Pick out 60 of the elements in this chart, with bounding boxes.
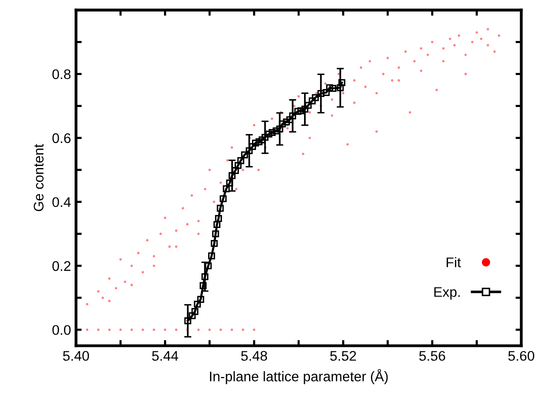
point bbox=[268, 129, 276, 136]
point bbox=[326, 84, 334, 92]
point bbox=[308, 97, 316, 104]
point bbox=[204, 262, 212, 270]
point bbox=[213, 221, 220, 228]
point bbox=[276, 126, 284, 132]
y-tick-label: 0.2 bbox=[52, 261, 70, 271]
y-axis-title: Ge content bbox=[34, 144, 44, 212]
point bbox=[256, 138, 262, 146]
point bbox=[212, 230, 220, 238]
point bbox=[215, 215, 222, 222]
point bbox=[322, 89, 330, 96]
point bbox=[246, 147, 253, 154]
point bbox=[210, 240, 218, 247]
point bbox=[317, 90, 324, 97]
point bbox=[338, 79, 346, 86]
point bbox=[265, 130, 272, 138]
point bbox=[294, 108, 302, 115]
point bbox=[201, 273, 208, 280]
legend-label: Exp. bbox=[434, 287, 460, 300]
point bbox=[237, 157, 244, 164]
point bbox=[234, 162, 242, 169]
point bbox=[194, 300, 201, 308]
point bbox=[286, 116, 294, 124]
point bbox=[208, 252, 216, 260]
point bbox=[304, 102, 312, 109]
point bbox=[220, 195, 227, 202]
x-tick-label: 5.44 bbox=[152, 351, 178, 361]
point bbox=[297, 107, 304, 114]
point bbox=[252, 140, 259, 147]
point bbox=[216, 204, 224, 212]
point bbox=[222, 185, 230, 192]
y-tick-label: 0.8 bbox=[52, 69, 71, 80]
point bbox=[191, 308, 198, 315]
point bbox=[301, 106, 308, 113]
point bbox=[329, 84, 336, 92]
y-tick-label: 0.6 bbox=[52, 133, 71, 144]
point bbox=[262, 134, 269, 141]
point bbox=[289, 112, 296, 120]
point bbox=[312, 94, 319, 102]
legend-label: Fit bbox=[446, 257, 461, 268]
point bbox=[200, 282, 207, 290]
x-tick-label: 5.40 bbox=[63, 350, 89, 361]
point bbox=[241, 151, 248, 158]
x-tick-label: 5.56 bbox=[419, 350, 446, 361]
point bbox=[184, 317, 192, 324]
point bbox=[228, 172, 236, 180]
x-tick-label: 5.48 bbox=[241, 350, 268, 361]
point bbox=[188, 312, 196, 320]
x-axis-title: In-plane lattice parameter (Å) bbox=[210, 369, 388, 384]
point bbox=[282, 118, 290, 126]
point bbox=[336, 84, 344, 92]
point bbox=[197, 296, 204, 303]
point bbox=[226, 180, 234, 186]
x-tick-label: 5.60 bbox=[508, 350, 534, 361]
y-tick-label: 0.0 bbox=[52, 325, 71, 335]
point bbox=[272, 127, 280, 134]
x-tick-label: 5.52 bbox=[330, 350, 356, 361]
y-tick-label: 0.4 bbox=[52, 197, 71, 208]
point bbox=[258, 136, 266, 144]
